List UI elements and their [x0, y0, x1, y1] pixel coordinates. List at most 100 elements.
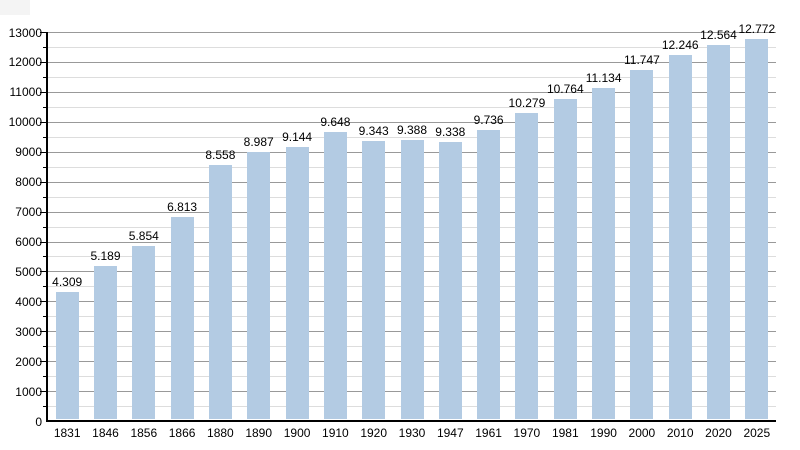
- y-tick-label-10000: 10000: [8, 115, 42, 130]
- x-tick-label-1880: 1880: [207, 426, 234, 440]
- value-label-1970: 10.279: [508, 96, 546, 111]
- bar-1890: [247, 152, 271, 419]
- minor-tick-1500: [43, 376, 46, 378]
- bar-1900: [285, 147, 309, 419]
- x-tick-label-1856: 1856: [130, 426, 158, 440]
- major-gridline-10000: [48, 121, 776, 123]
- value-label-2010: 12.246: [661, 37, 699, 52]
- minor-gridline-12500: [48, 47, 776, 48]
- value-label-1846: 5.189: [90, 248, 121, 263]
- bar-2010: [668, 54, 692, 419]
- corner-artifact: [0, 0, 30, 15]
- bar-2025: [745, 38, 769, 419]
- value-label-1856: 5.854: [128, 228, 159, 243]
- value-label-1930: 9.388: [396, 123, 428, 138]
- minor-tick-2500: [43, 346, 46, 348]
- x-tick-label-1920: 1920: [360, 426, 388, 440]
- major-tick-8000: [40, 181, 46, 183]
- minor-gridline-9500: [48, 136, 776, 138]
- bar-1920: [362, 141, 386, 419]
- minor-tick-10500: [43, 106, 46, 108]
- value-label-1961: 9.736: [473, 112, 504, 127]
- major-gridline-11000: [48, 91, 776, 93]
- major-tick-5000: [40, 271, 46, 273]
- major-tick-11000: [40, 91, 46, 93]
- y-tick-label-12000: 12000: [8, 55, 42, 70]
- x-tick-label-2000: 2000: [628, 426, 656, 440]
- value-label-1866: 6.813: [167, 200, 198, 215]
- x-tick-label-1866: 1866: [168, 426, 196, 440]
- x-tick-label-1900: 1900: [283, 426, 311, 440]
- bar-1990: [592, 87, 616, 419]
- y-tick-label-9000: 9000: [15, 145, 42, 160]
- bar-1880: [208, 164, 232, 419]
- bar-1910: [323, 132, 347, 419]
- value-label-1981: 10.764: [546, 81, 584, 96]
- value-label-1890: 8.987: [243, 135, 274, 150]
- bar-1961: [477, 129, 501, 419]
- major-tick-7000: [40, 211, 46, 213]
- x-tick-label-1947: 1947: [436, 426, 464, 440]
- bar-1846: [94, 265, 117, 419]
- minor-tick-11500: [43, 76, 46, 78]
- y-tick-label-2000: 2000: [15, 354, 42, 369]
- minor-gridline-11500: [48, 76, 776, 78]
- y-tick-label-11000: 11000: [9, 85, 42, 100]
- value-label-1990: 11.134: [585, 70, 622, 85]
- x-tick-label-1961: 1961: [475, 426, 502, 440]
- x-tick-label-1930: 1930: [398, 426, 426, 440]
- bar-1970: [515, 113, 539, 419]
- x-tick-label-1990: 1990: [590, 426, 617, 440]
- major-tick-9000: [40, 151, 46, 153]
- y-tick-label-5000: 5000: [15, 264, 42, 279]
- bar-1930: [400, 140, 424, 419]
- minor-tick-6500: [43, 226, 46, 228]
- x-tick-label-1970: 1970: [513, 426, 541, 440]
- major-tick-6000: [40, 241, 46, 243]
- major-tick-13000: [40, 32, 46, 33]
- bar-1866: [170, 217, 194, 419]
- x-tick-label-2010: 2010: [666, 426, 694, 440]
- value-label-1880: 8.558: [205, 147, 236, 162]
- x-tick-label-1831: 1831: [53, 426, 81, 440]
- y-axis-line: [46, 32, 48, 421]
- minor-tick-3500: [43, 316, 46, 318]
- y-tick-label-4000: 4000: [15, 294, 42, 309]
- minor-tick-7500: [43, 196, 46, 198]
- bar-2020: [707, 45, 730, 419]
- major-tick-1000: [40, 391, 46, 393]
- minor-tick-9500: [43, 136, 46, 138]
- x-tick-label-1846: 1846: [92, 426, 119, 440]
- value-label-1910: 9.648: [320, 115, 351, 130]
- y-tick-label-1000: 1000: [15, 384, 42, 399]
- bar-1856: [132, 245, 156, 419]
- major-tick-12000: [40, 61, 46, 63]
- x-axis-line: [46, 420, 776, 422]
- value-label-2025: 12.772: [738, 21, 776, 36]
- major-tick-10000: [40, 121, 46, 123]
- minor-tick-4500: [43, 286, 46, 288]
- value-label-1920: 9.343: [358, 124, 389, 139]
- minor-gridline-10500: [48, 106, 776, 108]
- y-tick-label-8000: 8000: [15, 175, 42, 190]
- y-tick-label-7000: 7000: [15, 205, 42, 219]
- major-gridline-12000: [48, 61, 776, 63]
- y-tick-label-3000: 3000: [15, 324, 42, 339]
- bar-1947: [438, 141, 462, 419]
- value-label-2020: 12.564: [700, 28, 737, 42]
- minor-tick-12500: [43, 47, 46, 48]
- bar-1981: [553, 98, 577, 419]
- bar-2000: [630, 69, 654, 419]
- x-tick-label-1910: 1910: [322, 426, 349, 440]
- major-tick-3000: [40, 331, 46, 333]
- bar-1831: [55, 292, 79, 419]
- value-label-1900: 9.144: [282, 130, 313, 145]
- major-gridline-13000: [48, 32, 776, 33]
- minor-tick-500: [43, 406, 46, 407]
- x-tick-label-1981: 1981: [551, 426, 579, 440]
- x-tick-label-2025: 2025: [743, 426, 771, 440]
- x-tick-label-1890: 1890: [245, 426, 273, 440]
- y-tick-label-0: 0: [35, 414, 42, 429]
- major-tick-4000: [40, 301, 46, 303]
